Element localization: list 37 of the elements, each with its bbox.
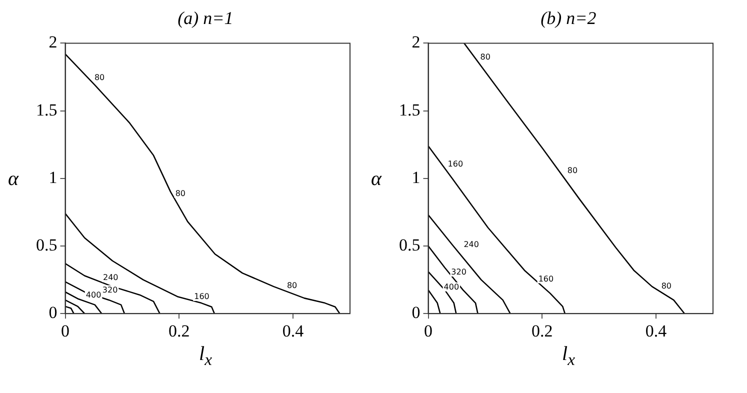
- y-tick-label: 0.5: [399, 235, 420, 254]
- annotation: 160: [538, 274, 554, 284]
- annotation: 80: [94, 72, 105, 82]
- y-tick-label: 1: [48, 168, 58, 187]
- annotation: 400: [86, 290, 102, 300]
- annotation: 80: [175, 189, 186, 198]
- x-axis-title: l$_{x}$: [198, 343, 213, 370]
- chart-title: (b) n=2: [540, 8, 598, 29]
- y-tick-label: 2: [48, 32, 58, 52]
- x-tick-label: 0.4: [282, 321, 304, 340]
- y-tick-label: 1: [412, 168, 420, 187]
- x-axis-title: l$_{x}$: [561, 343, 576, 370]
- y-tick-label: 0.5: [36, 235, 58, 254]
- y-axis-title: α: [8, 168, 18, 191]
- x-tick-label: 0.2: [532, 321, 553, 340]
- x-tick-label: 0: [61, 321, 70, 340]
- annotation: 160: [194, 292, 210, 302]
- y-tick-label: 0: [412, 303, 420, 322]
- annotation: 80: [286, 281, 298, 290]
- annotation: 320: [451, 268, 466, 277]
- annotation: 320: [102, 285, 118, 294]
- y-tick-label: 1.5: [36, 100, 58, 120]
- annotation: 80: [661, 282, 672, 291]
- y-axis-title: α: [371, 168, 382, 191]
- y-tick-label: 2: [412, 32, 420, 52]
- x-tick-label: 0: [424, 321, 432, 340]
- y-tick-label: 0: [48, 303, 58, 322]
- annotation: 160: [448, 159, 464, 168]
- annotation: 80: [567, 166, 578, 176]
- annotation: 240: [464, 240, 479, 249]
- annotation: 240: [102, 273, 118, 282]
- y-tick-label: 1.5: [399, 100, 420, 120]
- annotation: 80: [480, 52, 490, 62]
- x-tick-label: 0.2: [168, 321, 190, 340]
- chart-title: (a) n=1: [176, 8, 234, 29]
- annotation: 400: [444, 282, 460, 292]
- x-tick-label: 0.4: [645, 321, 668, 340]
